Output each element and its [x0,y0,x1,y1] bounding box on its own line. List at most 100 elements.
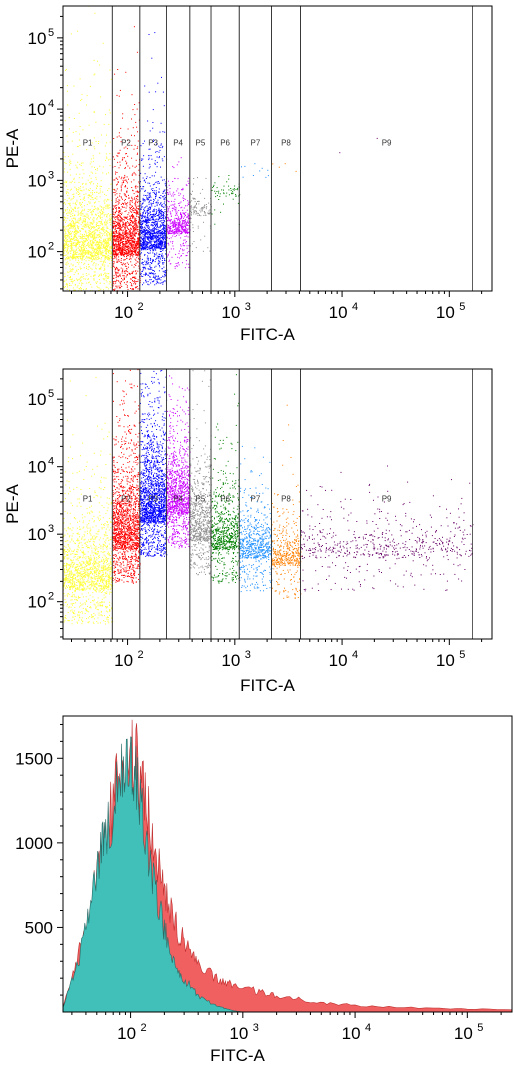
data-point [74,215,76,216]
data-point [170,248,172,250]
data-point [176,211,178,213]
data-point [116,254,118,256]
data-point [186,247,188,249]
data-point [119,275,121,277]
data-point [147,263,149,265]
data-point [115,221,117,223]
data-point [163,227,165,229]
data-point [108,219,110,221]
data-point [84,223,86,225]
data-point [113,240,115,242]
data-point [109,69,111,71]
data-point [127,255,129,257]
data-point [105,114,106,116]
data-point [116,237,118,239]
data-point [159,204,161,206]
data-point [83,259,85,261]
data-point [92,292,93,293]
data-point [113,158,115,160]
data-point [164,189,166,191]
data-point [136,153,138,155]
data-point [181,223,183,225]
data-point [151,267,153,269]
data-point [71,220,73,221]
data-point [117,235,118,236]
data-point [74,206,76,208]
data-point [90,195,92,197]
data-point [153,230,155,232]
data-point [92,240,94,242]
data-point [137,213,138,215]
data-point [75,266,77,268]
data-point [160,245,162,247]
data-point [159,232,161,234]
data-point [154,276,156,278]
data-point [71,241,73,243]
data-point [113,250,115,252]
data-point [187,233,189,234]
data-point [161,248,163,250]
data-point [102,264,104,266]
data-point [90,222,92,224]
data-point [134,224,136,226]
data-point [153,245,155,247]
data-point [162,215,164,217]
data-point [122,250,123,251]
data-point [114,270,116,272]
data-point [75,131,77,133]
data-point [102,250,104,252]
data-point [149,242,151,244]
data-point [119,221,121,223]
data-point [140,272,142,274]
data-point [68,231,69,233]
data-point [110,281,112,283]
data-point [146,236,148,238]
data-point [124,244,126,246]
data-point [163,179,165,181]
data-point [137,202,139,204]
data-point [69,181,71,183]
data-point [116,272,118,274]
data-point [70,230,72,232]
data-point [148,235,150,237]
data-point [158,208,160,210]
data-point [112,239,114,241]
data-point [100,213,102,215]
data-point [147,214,149,216]
data-point [133,217,135,219]
data-point [144,219,146,221]
data-point [78,228,79,230]
data-point [70,243,72,245]
data-point [96,250,98,251]
data-point [156,280,158,282]
data-point [132,242,134,244]
data-point [96,282,97,284]
data-point [82,225,84,227]
data-point [149,192,151,194]
data-point [89,209,91,211]
data-point [158,216,160,218]
data-point [148,252,150,254]
data-point [86,204,88,205]
data-point [87,179,89,181]
data-point [133,220,135,222]
data-point [146,257,148,259]
data-point [134,278,136,280]
data-point [107,240,109,241]
data-point [144,189,146,191]
data-point [100,241,102,243]
data-point [107,277,109,279]
data-point [130,244,132,246]
data-point [149,268,151,270]
data-point [160,282,162,284]
data-point [131,134,132,136]
data-point [163,198,165,200]
data-point [154,219,156,221]
data-point [178,225,180,227]
data-point [151,158,153,160]
data-point [135,272,137,274]
data-point [98,234,100,236]
data-point [157,244,159,246]
data-point [149,234,151,236]
data-point [148,200,150,202]
